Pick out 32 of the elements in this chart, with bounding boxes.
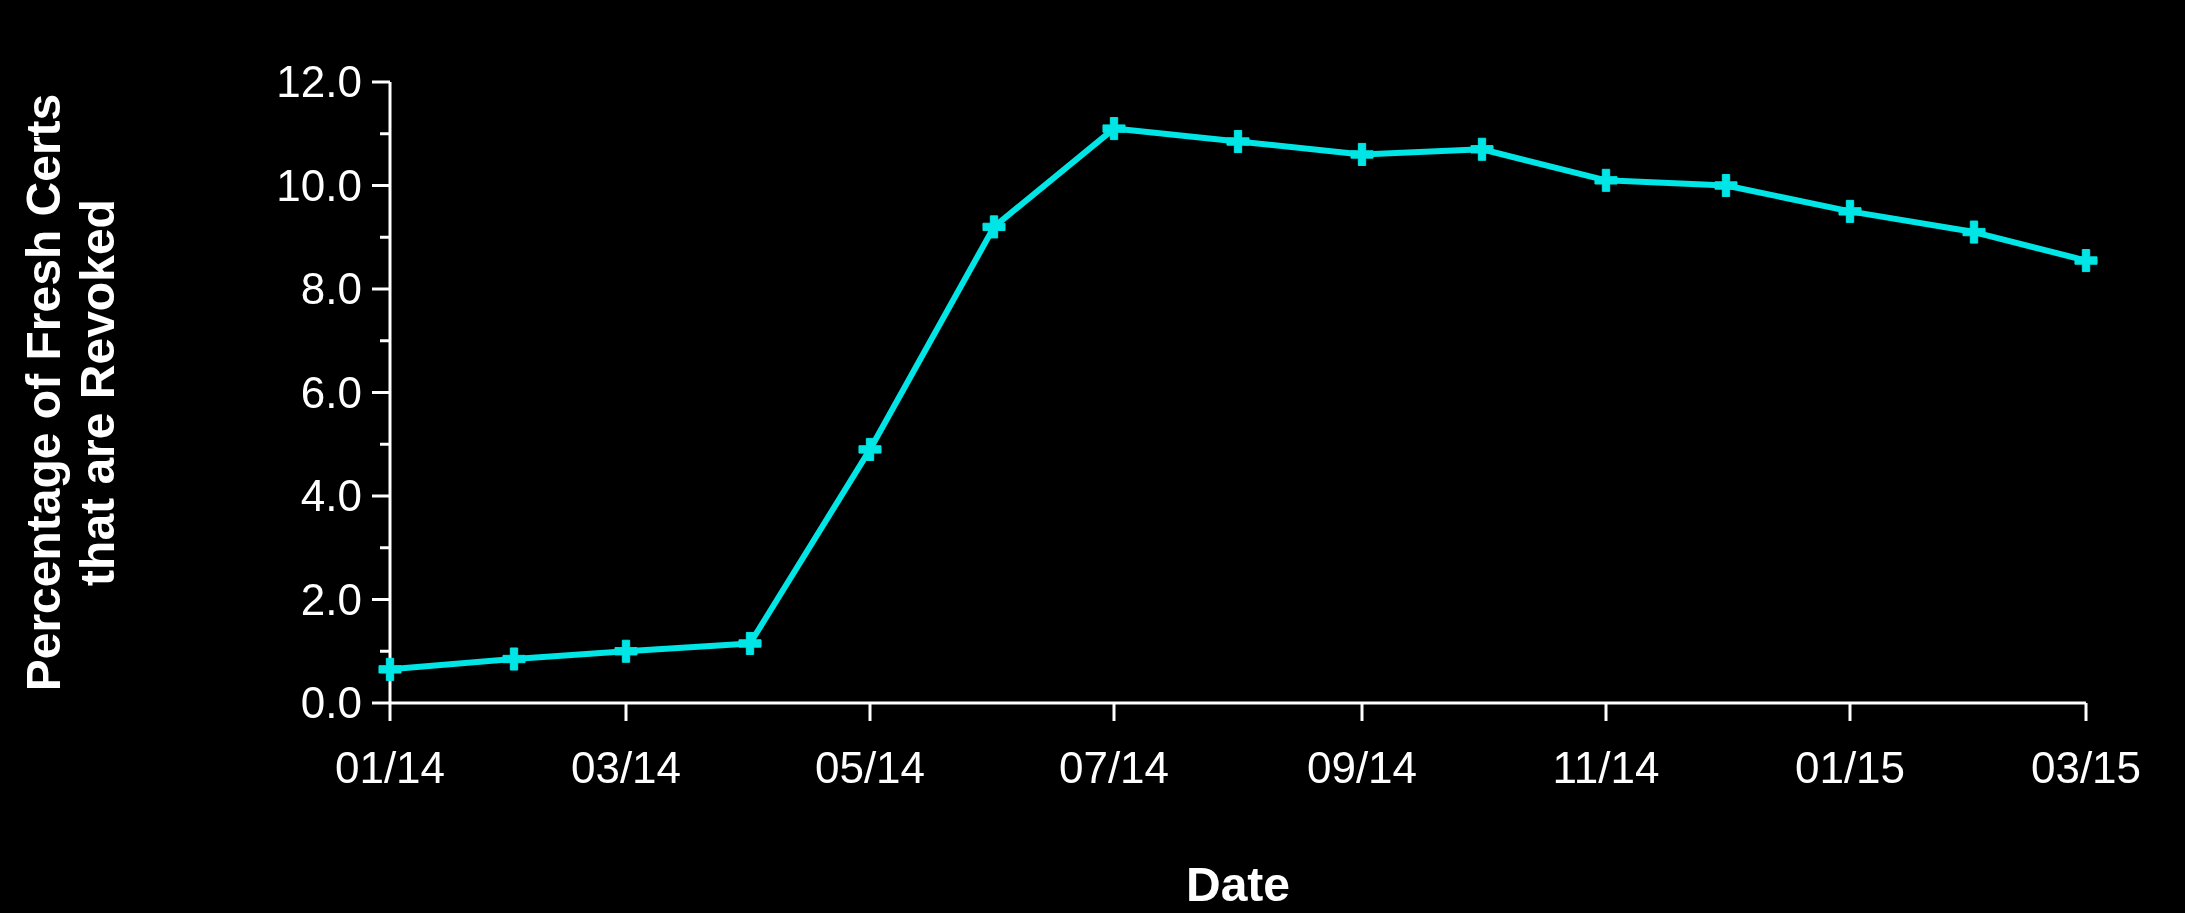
point xyxy=(1838,199,1862,223)
y-tick-label: 6.0 xyxy=(300,367,362,417)
point xyxy=(738,631,762,656)
y-tick-label: 10.0 xyxy=(276,160,362,210)
point xyxy=(1470,137,1494,161)
x-tick-label: 03/14 xyxy=(570,743,682,792)
x-tick-label: 01/15 xyxy=(1794,743,1906,792)
point xyxy=(1102,117,1126,141)
y-tick-label: 0.0 xyxy=(300,678,362,728)
point xyxy=(1350,142,1374,166)
point xyxy=(614,639,638,663)
x-axis-title: Date xyxy=(1185,858,1291,911)
x-tick-label: 03/15 xyxy=(2030,743,2142,792)
point xyxy=(858,437,882,461)
x-tick-label: 11/14 xyxy=(1552,743,1660,792)
point xyxy=(1594,168,1618,192)
x-tick-label: 01/14 xyxy=(334,743,446,792)
x-tick-label: 09/14 xyxy=(1306,743,1418,792)
point xyxy=(1962,220,1986,244)
y-axis-title: Percentage of Fresh Certs that are Revoked xyxy=(17,93,124,692)
point xyxy=(2074,249,2098,273)
x-tick-label: 05/14 xyxy=(814,743,926,792)
y-tick-label: 8.0 xyxy=(300,264,362,314)
point xyxy=(378,657,402,681)
x-tick-label: 07/14 xyxy=(1058,743,1170,792)
point xyxy=(502,647,526,671)
y-tick-label: 12.0 xyxy=(276,57,362,107)
y-tick-label: 4.0 xyxy=(300,471,362,521)
point xyxy=(1226,129,1250,154)
point xyxy=(982,215,1006,239)
y-tick-label: 2.0 xyxy=(300,574,362,624)
point xyxy=(1714,173,1738,198)
